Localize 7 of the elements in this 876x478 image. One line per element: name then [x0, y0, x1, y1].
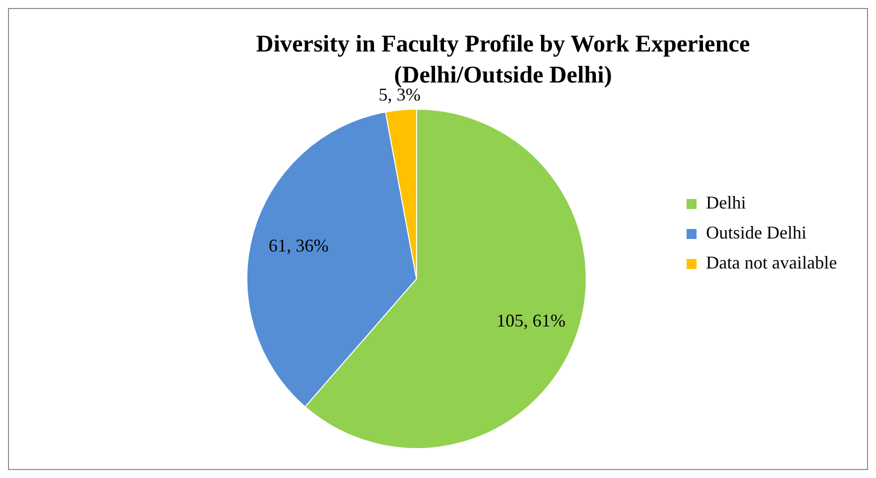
- data-label: 105, 61%: [496, 310, 566, 330]
- chart-title: Diversity in Faculty Profile by Work Experience: [256, 32, 750, 58]
- data-label: 61, 36%: [268, 235, 329, 256]
- legend-label: Delhi: [706, 192, 746, 213]
- legend-label: Data not available: [706, 252, 838, 273]
- legend-label: Outside Delhi: [706, 222, 807, 243]
- chart-subtitle: (Delhi/Outside Delhi): [394, 62, 612, 88]
